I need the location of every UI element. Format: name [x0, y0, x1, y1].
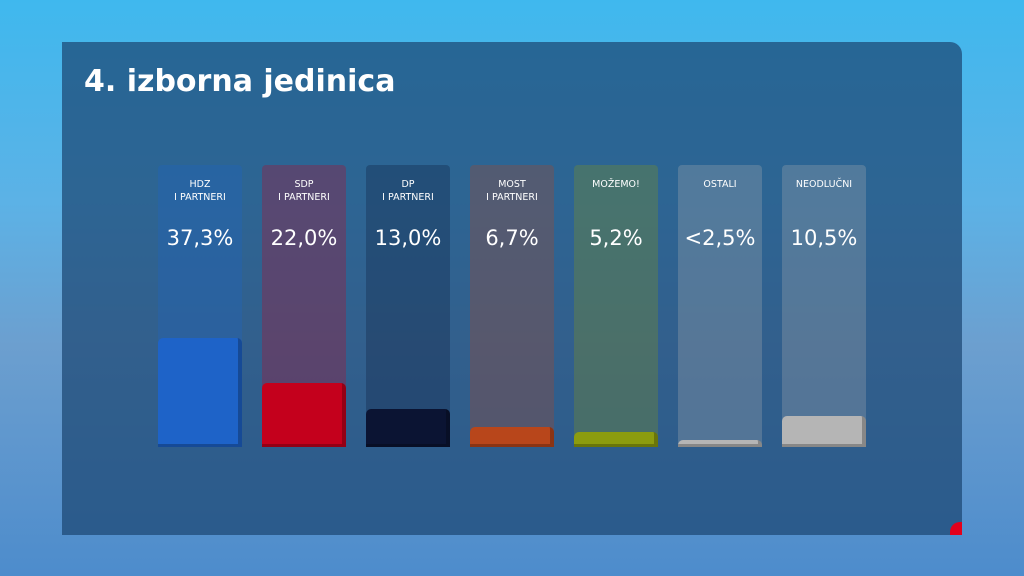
bar	[470, 427, 554, 447]
value-label: 10,5%	[790, 226, 858, 250]
value-label: 6,7%	[485, 226, 539, 250]
column-background	[470, 165, 554, 447]
bar	[262, 382, 346, 447]
value-label: 13,0%	[374, 226, 442, 250]
chart-title: 4. izborna jedinica	[84, 64, 396, 99]
value-label: <2,5%	[684, 226, 756, 250]
category-label: SDP I PARTNERI	[278, 179, 330, 203]
category-label: MOŽEMO!	[592, 179, 640, 190]
bar	[782, 416, 866, 447]
category-label: OSTALI	[703, 179, 737, 190]
category-label: NEODLUČNI	[795, 179, 853, 190]
column-background	[574, 165, 658, 447]
bar	[574, 431, 658, 447]
category-label: DP I PARTNERI	[382, 179, 434, 203]
value-label: 22,0%	[270, 226, 338, 250]
bar	[158, 338, 242, 447]
panel	[62, 42, 962, 535]
column-background	[678, 165, 762, 447]
bar	[366, 409, 450, 447]
column-background	[782, 165, 866, 447]
bar	[678, 439, 762, 447]
value-label: 37,3%	[166, 226, 234, 250]
value-label: 5,2%	[589, 226, 643, 250]
category-label: MOST I PARTNERI	[486, 179, 538, 203]
category-label: HDZ I PARTNERI	[174, 179, 226, 203]
corner-accent	[950, 522, 962, 535]
column-background	[366, 165, 450, 447]
